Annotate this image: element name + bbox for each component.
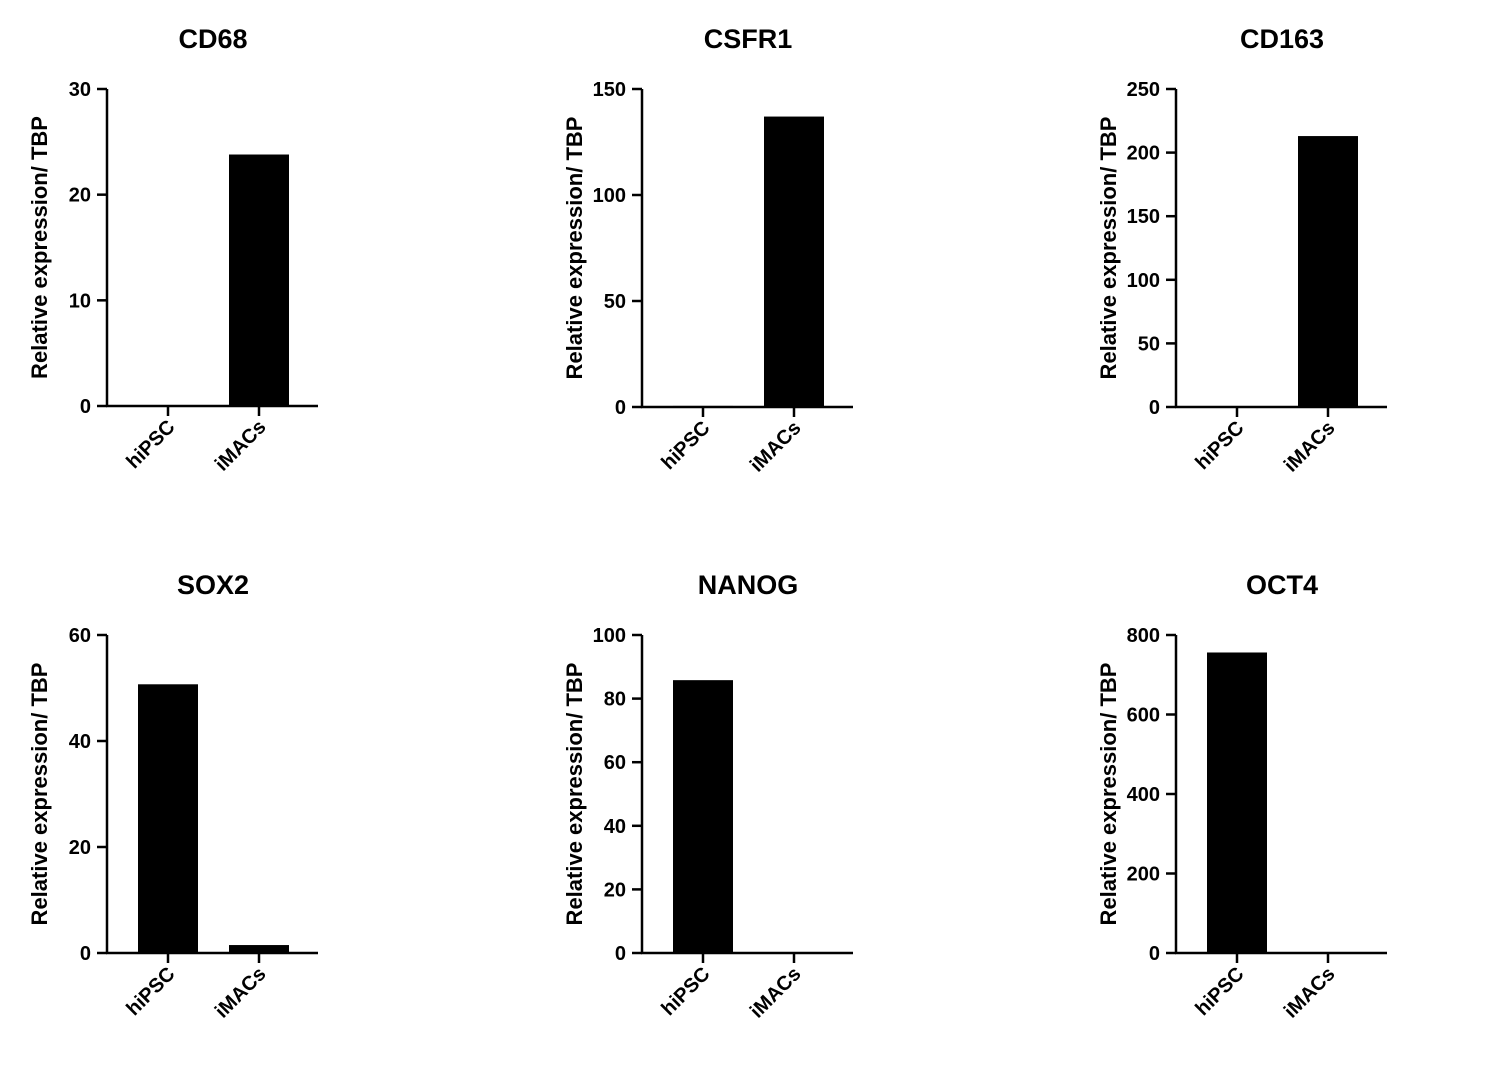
y-axis-label: Relative expression/ TBP [562, 663, 587, 926]
x-tick-label-imacs: iMACs [1280, 963, 1340, 1023]
bar-hipsc [138, 684, 198, 953]
chart-panel-oct4: OCT4 Relative expression/ TBP 0 200 400 600 80… [1096, 570, 1387, 1023]
y-tick-label: 200 [1127, 143, 1160, 165]
x-tick-label-imacs: iMACs [746, 963, 806, 1023]
y-tick-label: 200 [1127, 864, 1160, 886]
y-tick-label: 100 [593, 625, 626, 647]
y-tick-label: 150 [593, 79, 626, 101]
y-tick-label: 800 [1127, 625, 1160, 647]
bar-hipsc [1207, 652, 1267, 953]
x-tick-label-hipsc: hiPSC [657, 417, 714, 474]
y-tick-label: 20 [604, 879, 626, 901]
chart-panel-csfr1: CSFR1 Relative expression/ TBP 0 50 100 150 hi… [562, 24, 853, 477]
y-tick-label: 50 [604, 291, 626, 313]
chart-title: NANOG [698, 570, 799, 600]
y-tick-label: 80 [604, 689, 626, 711]
y-tick-label: 0 [615, 943, 626, 965]
chart-panel-nanog: NANOG Relative expression/ TBP 0 20 40 60 80 10… [562, 570, 853, 1023]
y-tick-label: 0 [1149, 943, 1160, 965]
y-axis-label: Relative expression/ TBP [562, 117, 587, 380]
y-tick-label: 20 [69, 185, 91, 207]
y-tick-label: 20 [69, 837, 91, 859]
y-tick-label: 400 [1127, 784, 1160, 806]
chart-panel-cd68: CD68 Relative expression/ TBP 0 10 20 30 hiPSC… [27, 24, 318, 476]
y-tick-label: 600 [1127, 705, 1160, 727]
bar-imacs [1298, 136, 1358, 407]
y-tick-label: 50 [1138, 333, 1160, 355]
y-tick-label: 0 [80, 943, 91, 965]
y-tick-label: 0 [615, 397, 626, 419]
y-axis-label: Relative expression/ TBP [27, 116, 52, 379]
chart-panel-cd163: CD163 Relative expression/ TBP 0 50 100 150 20… [1096, 24, 1387, 477]
x-tick-label-hipsc: hiPSC [1191, 417, 1248, 474]
chart-title: CD68 [178, 24, 247, 54]
chart-panel-sox2: SOX2 Relative expression/ TBP 0 20 40 60 hiPSC… [27, 570, 318, 1023]
y-axis-label: Relative expression/ TBP [1096, 117, 1121, 380]
y-tick-label: 60 [69, 625, 91, 647]
y-tick-label: 250 [1127, 79, 1160, 101]
y-tick-label: 60 [604, 752, 626, 774]
y-tick-label: 150 [1127, 206, 1160, 228]
bar-imacs [764, 117, 824, 407]
x-tick-label-imacs: iMACs [211, 963, 271, 1023]
x-tick-label-hipsc: hiPSC [1191, 963, 1248, 1020]
x-tick-label-hipsc: hiPSC [657, 963, 714, 1020]
y-tick-label: 0 [80, 396, 91, 418]
x-tick-label-imacs: iMACs [1280, 417, 1340, 477]
y-tick-label: 30 [69, 79, 91, 101]
x-tick-label-imacs: iMACs [211, 416, 271, 476]
x-tick-label-hipsc: hiPSC [122, 963, 179, 1020]
x-tick-label-imacs: iMACs [746, 417, 806, 477]
x-tick-label-hipsc: hiPSC [122, 416, 179, 473]
chart-title: CD163 [1240, 24, 1324, 54]
chart-title: CSFR1 [704, 24, 793, 54]
bar-hipsc [673, 680, 733, 953]
y-tick-label: 0 [1149, 397, 1160, 419]
bar-imacs [229, 155, 289, 406]
y-tick-label: 40 [604, 816, 626, 838]
y-tick-label: 100 [1127, 270, 1160, 292]
y-tick-label: 10 [69, 290, 91, 312]
y-axis-label: Relative expression/ TBP [27, 663, 52, 926]
chart-title: OCT4 [1246, 570, 1318, 600]
chart-title: SOX2 [177, 570, 249, 600]
y-tick-label: 100 [593, 185, 626, 207]
y-tick-label: 40 [69, 731, 91, 753]
y-axis-label: Relative expression/ TBP [1096, 663, 1121, 926]
